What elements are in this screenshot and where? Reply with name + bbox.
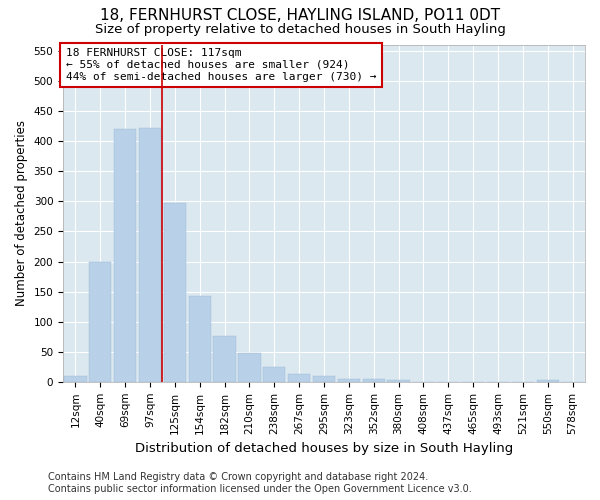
Bar <box>214 336 236 382</box>
Bar <box>114 129 136 382</box>
Bar <box>89 262 112 382</box>
Bar <box>338 379 360 382</box>
Text: 18 FERNHURST CLOSE: 117sqm
← 55% of detached houses are smaller (924)
44% of sem: 18 FERNHURST CLOSE: 117sqm ← 55% of deta… <box>65 48 376 82</box>
Bar <box>536 380 559 382</box>
Text: 18, FERNHURST CLOSE, HAYLING ISLAND, PO11 0DT: 18, FERNHURST CLOSE, HAYLING ISLAND, PO1… <box>100 8 500 22</box>
Bar <box>313 376 335 382</box>
Bar <box>288 374 310 382</box>
Text: Contains HM Land Registry data © Crown copyright and database right 2024.
Contai: Contains HM Land Registry data © Crown c… <box>48 472 472 494</box>
Bar <box>164 202 186 382</box>
Bar <box>238 353 260 382</box>
Bar <box>188 296 211 382</box>
X-axis label: Distribution of detached houses by size in South Hayling: Distribution of detached houses by size … <box>135 442 513 455</box>
Bar <box>64 376 86 382</box>
Bar <box>263 367 286 382</box>
Bar <box>388 380 410 382</box>
Bar <box>362 379 385 382</box>
Bar <box>139 128 161 382</box>
Text: Size of property relative to detached houses in South Hayling: Size of property relative to detached ho… <box>95 22 505 36</box>
Y-axis label: Number of detached properties: Number of detached properties <box>15 120 28 306</box>
